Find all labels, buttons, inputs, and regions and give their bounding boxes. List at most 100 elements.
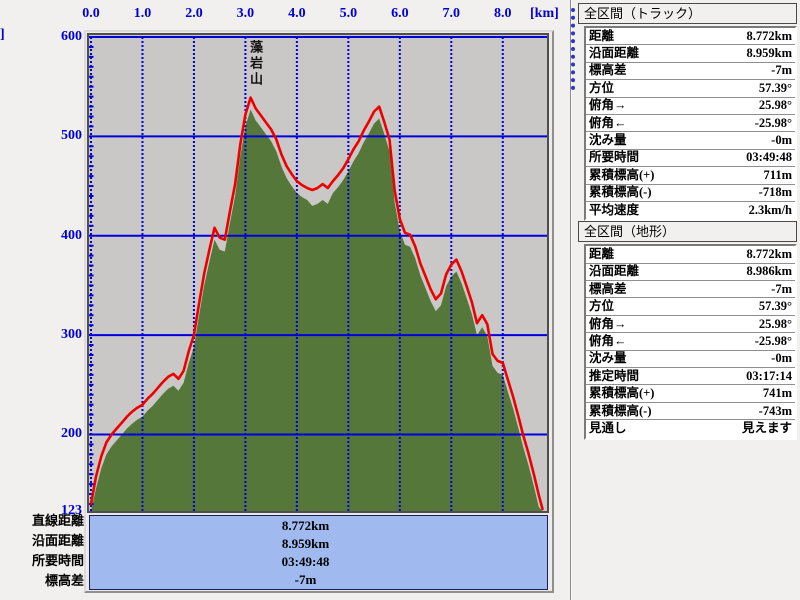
row-label: 累積標高(+) [589, 386, 655, 401]
table-row: 俯角← -25.98° [586, 115, 795, 133]
row-label: 俯角← [589, 333, 627, 348]
table-row: 標高差 -7m [586, 281, 795, 299]
x-tick-label: 4.0 [288, 6, 306, 21]
row-value: 8.772km [746, 28, 793, 43]
table-row: 累積標高(-) -718m [586, 185, 795, 202]
summary-row-value: 03:49:48 [281, 553, 330, 569]
x-tick-label: 3.0 [236, 6, 255, 21]
summary-row-value: 8.959km [281, 536, 330, 552]
x-axis: 0.0 1.0 2.0 3.0 4.0 5.0 6.0 7.0 8.0 [0, 0, 600, 26]
table-row: 沿面距離 8.959km [586, 45, 795, 63]
row-label: 方位 [589, 80, 615, 95]
row-label: 見通し [589, 421, 627, 436]
pane-splitter-highlight [571, 0, 572, 600]
row-value: 57.39° [758, 80, 792, 95]
row-value: 8.772km [746, 246, 793, 261]
y-tick-label: 600 [61, 29, 82, 44]
row-value: 8.986km [746, 264, 793, 279]
row-label: 距離 [589, 246, 615, 261]
y-axis: 600 500 400 300 200 123 [0, 0, 84, 600]
row-value: 25.98° [758, 98, 792, 113]
x-tick-label: 2.0 [185, 6, 203, 21]
stats-table: 距離 8.772km 沿面距離 8.959km 標高差 -7m 方位 57.39° 俯角→ 25.… [584, 26, 797, 222]
summary-value-box: 8.772km 8.959km 03:49:48 -7m [89, 515, 548, 590]
row-value: 2.3km/h [748, 203, 792, 218]
row-value: 57.39° [758, 299, 792, 314]
table-row: 所要時間 03:49:48 [586, 150, 795, 168]
table-row: 見通し 見えます [586, 420, 795, 437]
row-label: 累積標高(+) [589, 167, 655, 182]
x-tick-label: 1.0 [133, 6, 152, 21]
table-row: 方位 57.39° [586, 298, 795, 316]
table-row: 沈み量 -0m [586, 351, 795, 369]
y-tick-label: 300 [61, 327, 82, 343]
row-label: 距離 [589, 28, 615, 43]
row-label: 俯角→ [589, 98, 627, 113]
row-label: 沿面距離 [589, 46, 640, 61]
row-label: 俯角→ [589, 316, 627, 331]
pane-splitter[interactable] [570, 0, 571, 600]
x-tick-label: 8.0 [494, 6, 512, 21]
row-value: 03:49:48 [746, 150, 792, 165]
table-row: 沿面距離 8.986km [586, 264, 795, 282]
row-value: -0m [771, 133, 792, 148]
panel-header: 全区間（トラック） [578, 3, 797, 24]
y-tick-label: 123 [61, 503, 82, 518]
table-row: 累積標高(-) -743m [586, 403, 795, 421]
elevation-graph-widget: 藻岩山 8.772km 8.959km 03:49:48 -7m [84, 30, 554, 593]
summary-row-label: 沿面距離 [31, 533, 84, 548]
x-axis-unit-label: [km] [530, 6, 559, 21]
row-value: -7m [771, 281, 792, 296]
elevation-plot-area[interactable]: 藻岩山 [89, 35, 547, 511]
row-label: 俯角← [589, 115, 627, 130]
table-row: 距離 8.772km [586, 28, 795, 46]
row-value: -718m [758, 185, 792, 200]
summary-labels: 直線距離沿面距離所要時間標高差 [0, 511, 84, 591]
table-row: 沈み量 -0m [586, 132, 795, 150]
row-value: 8.959km [746, 46, 793, 61]
row-value: -25.98° [754, 115, 792, 130]
row-label: 沿面距離 [589, 264, 640, 279]
row-label: 所要時間 [589, 150, 640, 165]
table-row: 標高差 -7m [586, 63, 795, 81]
row-label: 累積標高(-) [589, 403, 652, 418]
row-label: 方位 [589, 299, 615, 314]
summary-row-label: 直線距離 [31, 513, 84, 528]
peak-annotation: 藻岩山 [247, 40, 263, 88]
y-axis-unit-clipped: ] [0, 27, 5, 42]
plot-frame: 藻岩山 [87, 33, 549, 513]
x-tick-label: 0.0 [82, 6, 100, 21]
summary-row-label: 所要時間 [31, 553, 84, 568]
stats-table: 距離 8.772km 沿面距離 8.986km 標高差 -7m 方位 57.39° 俯角→ 25.… [584, 244, 797, 440]
stats-panels: 全区間（トラック） 距離 8.772km 沿面距離 8.959km 標高差 -7m 方位 57.… [578, 3, 797, 440]
row-label: 沈み量 [589, 133, 627, 148]
row-value: 711m [763, 167, 792, 182]
table-row: 俯角→ 25.98° [586, 98, 795, 115]
row-label: 沈み量 [589, 351, 627, 366]
row-value: -25.98° [754, 333, 792, 348]
summary-row-label: 標高差 [44, 573, 84, 588]
y-tick-label: 500 [61, 128, 82, 144]
summary-row-value: 8.772km [281, 518, 330, 534]
table-row: 俯角← -25.98° [586, 333, 795, 351]
row-value: -7m [771, 63, 792, 78]
table-row: 平均速度 2.3km/h [586, 202, 795, 219]
x-tick-label: 7.0 [442, 6, 461, 21]
row-label: 平均速度 [589, 203, 640, 218]
table-row: 俯角→ 25.98° [586, 316, 795, 334]
x-tick-label: 6.0 [391, 6, 409, 21]
y-tick-label: 200 [61, 426, 82, 442]
row-label: 推定時間 [589, 368, 640, 383]
pane-splitter-accent [571, 8, 575, 90]
terrain-area [91, 109, 543, 511]
summary-row-value: -7m [294, 571, 317, 587]
x-tick-label: 5.0 [339, 6, 358, 21]
table-row: 推定時間 03:17:14 [586, 368, 795, 386]
table-row: 累積標高(+) 741m [586, 385, 795, 403]
elevation-chart-svg [89, 36, 547, 511]
track-line [89, 96, 544, 511]
table-row: 累積標高(+) 711m [586, 167, 795, 185]
row-value: 03:17:14 [746, 368, 792, 383]
row-value: -743m [758, 403, 792, 418]
